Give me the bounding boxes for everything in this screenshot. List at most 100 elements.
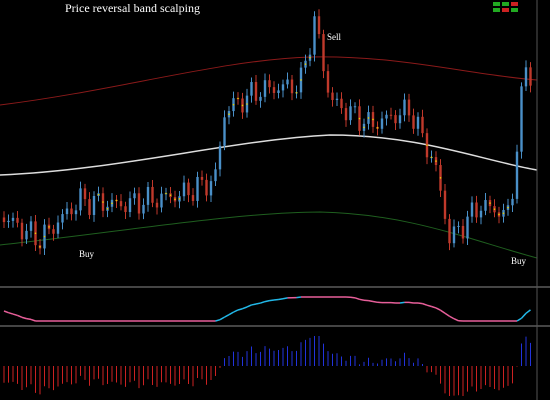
dot bbox=[498, 213, 500, 216]
middle-band bbox=[0, 134, 538, 176]
candle bbox=[137, 193, 141, 214]
osc-line bbox=[368, 299, 374, 303]
osc-line bbox=[278, 297, 284, 301]
status-box bbox=[502, 2, 509, 6]
dot bbox=[39, 246, 41, 248]
candle bbox=[16, 217, 19, 223]
candle bbox=[479, 210, 483, 218]
candle bbox=[155, 202, 159, 208]
osc-line bbox=[453, 318, 459, 322]
candle bbox=[290, 79, 294, 94]
candle bbox=[281, 84, 285, 91]
buy-label: Buy bbox=[79, 249, 95, 259]
dot bbox=[426, 144, 428, 147]
dot bbox=[106, 207, 109, 210]
dot bbox=[228, 113, 230, 116]
candle bbox=[529, 67, 532, 86]
dot bbox=[372, 118, 374, 121]
dot bbox=[295, 91, 298, 94]
candle bbox=[407, 99, 411, 116]
dot bbox=[111, 202, 113, 205]
candle bbox=[524, 67, 528, 87]
dot bbox=[43, 235, 46, 238]
dot bbox=[178, 198, 181, 200]
osc-line bbox=[26, 317, 32, 321]
candle bbox=[394, 115, 397, 124]
candle bbox=[70, 208, 73, 215]
candle bbox=[421, 116, 424, 134]
dot bbox=[489, 202, 491, 204]
candle bbox=[205, 179, 208, 196]
candle bbox=[277, 90, 280, 93]
osc-line bbox=[242, 306, 248, 310]
oscillator bbox=[3, 296, 531, 322]
osc-line bbox=[255, 302, 261, 305]
candle bbox=[29, 221, 33, 231]
osc-line bbox=[520, 312, 527, 319]
candles bbox=[2, 9, 532, 256]
candle bbox=[286, 79, 289, 85]
dot bbox=[358, 117, 361, 120]
osc-line bbox=[444, 312, 450, 317]
osc-line bbox=[399, 301, 405, 304]
status-box bbox=[511, 8, 518, 12]
candle bbox=[470, 202, 474, 217]
osc-line bbox=[3, 310, 9, 314]
dot bbox=[246, 103, 248, 105]
dot bbox=[241, 104, 244, 107]
osc-line bbox=[21, 316, 27, 320]
candle bbox=[313, 16, 316, 55]
dot bbox=[232, 103, 235, 106]
osc-line bbox=[215, 318, 221, 322]
candle bbox=[335, 98, 339, 101]
status-box bbox=[511, 2, 518, 6]
candle bbox=[133, 193, 136, 199]
osc-line bbox=[269, 299, 275, 302]
candle bbox=[268, 80, 271, 88]
candle bbox=[20, 222, 24, 240]
candle bbox=[88, 199, 91, 215]
candle bbox=[25, 230, 28, 240]
candle bbox=[160, 193, 163, 208]
dot bbox=[435, 160, 437, 162]
candle bbox=[218, 145, 222, 170]
buy-label: Buy bbox=[511, 256, 527, 266]
chart-title: Price reversal band scalping bbox=[65, 1, 200, 15]
osc-line bbox=[237, 308, 243, 311]
dot bbox=[115, 199, 118, 202]
dot bbox=[300, 79, 302, 81]
dot bbox=[376, 127, 379, 129]
candle bbox=[83, 188, 87, 200]
candle bbox=[484, 200, 487, 211]
candle bbox=[398, 115, 402, 124]
candle bbox=[142, 204, 145, 214]
osc-line bbox=[224, 314, 230, 318]
candle bbox=[146, 186, 150, 205]
osc-line bbox=[273, 298, 279, 301]
candle bbox=[349, 106, 352, 121]
osc-line bbox=[354, 297, 360, 301]
candle bbox=[79, 188, 82, 211]
candle bbox=[317, 16, 321, 35]
candle bbox=[475, 202, 478, 218]
candle bbox=[52, 229, 55, 234]
candle bbox=[443, 190, 447, 219]
dot bbox=[34, 232, 37, 235]
candle bbox=[344, 108, 348, 121]
candle bbox=[128, 198, 132, 213]
dot bbox=[309, 56, 311, 59]
candle bbox=[457, 225, 460, 227]
candle bbox=[259, 96, 262, 101]
dot bbox=[48, 226, 50, 228]
dot bbox=[304, 63, 307, 65]
candle bbox=[65, 208, 69, 215]
candle bbox=[196, 176, 199, 201]
dot bbox=[493, 208, 496, 211]
osc-line bbox=[246, 304, 252, 308]
candle bbox=[520, 86, 523, 152]
candle bbox=[263, 80, 267, 97]
osc-line bbox=[228, 311, 234, 316]
osc-line bbox=[264, 299, 270, 303]
